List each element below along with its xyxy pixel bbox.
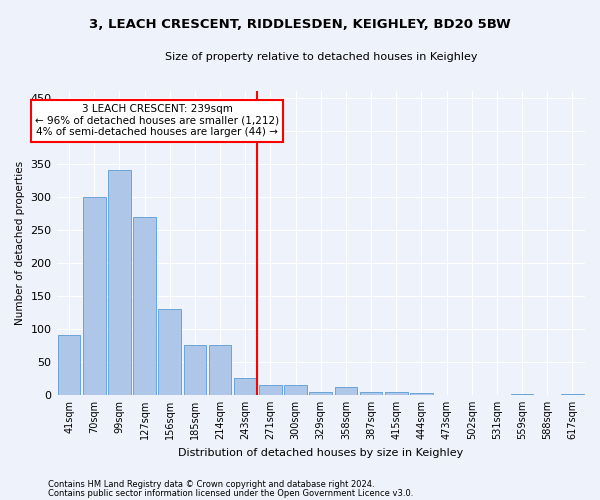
Bar [158,309,181,395]
Y-axis label: Number of detached properties: Number of detached properties [15,161,25,325]
Bar [83,197,106,395]
Bar [234,378,257,395]
X-axis label: Distribution of detached houses by size in Keighley: Distribution of detached houses by size … [178,448,463,458]
Bar [385,392,407,395]
Title: Size of property relative to detached houses in Keighley: Size of property relative to detached ho… [164,52,477,62]
Bar [58,336,80,395]
Text: 3 LEACH CRESCENT: 239sqm
← 96% of detached houses are smaller (1,212)
4% of semi: 3 LEACH CRESCENT: 239sqm ← 96% of detach… [35,104,279,138]
Text: Contains HM Land Registry data © Crown copyright and database right 2024.: Contains HM Land Registry data © Crown c… [48,480,374,489]
Bar [259,385,282,395]
Bar [209,346,232,395]
Text: 3, LEACH CRESCENT, RIDDLESDEN, KEIGHLEY, BD20 5BW: 3, LEACH CRESCENT, RIDDLESDEN, KEIGHLEY,… [89,18,511,30]
Bar [511,394,533,395]
Bar [284,385,307,395]
Bar [360,392,382,395]
Bar [410,393,433,395]
Bar [310,392,332,395]
Bar [184,346,206,395]
Bar [133,216,156,395]
Text: Contains public sector information licensed under the Open Government Licence v3: Contains public sector information licen… [48,488,413,498]
Bar [335,387,357,395]
Bar [561,394,584,395]
Bar [108,170,131,395]
